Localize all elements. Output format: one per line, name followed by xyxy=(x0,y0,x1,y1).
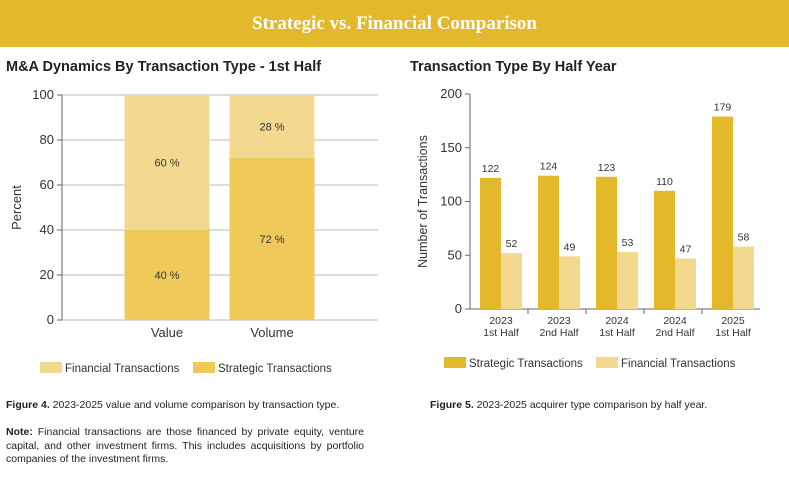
chart2-x-tick-label-half: 1st Half xyxy=(483,327,519,339)
chart2-bar-strategic xyxy=(712,116,733,309)
figure5-label: Figure 5. xyxy=(430,399,474,411)
chart2-legend-label-strategic: Strategic Transactions xyxy=(469,358,583,370)
chart2-data-label-financial: 53 xyxy=(622,237,634,249)
chart1-bar-financial xyxy=(229,95,315,158)
chart2-data-label-strategic: 122 xyxy=(482,163,500,175)
chart2-x-tick-label-year: 2025 xyxy=(721,315,745,327)
figure4-caption: Figure 4. 2023-2025 value and volume com… xyxy=(6,399,339,411)
chart2-data-label-financial: 58 xyxy=(738,232,750,244)
chart2-data-label-financial: 47 xyxy=(680,243,692,255)
chart2-title: Transaction Type By Half Year xyxy=(410,59,617,75)
chart1-data-label-financial: 28 % xyxy=(259,122,284,134)
chart2-y-tick-label: 150 xyxy=(440,140,462,155)
chart1-data-label-strategic: 72 % xyxy=(259,234,284,246)
chart2-data-label-strategic: 179 xyxy=(714,102,732,114)
chart1-bar-strategic xyxy=(229,158,315,320)
note-text: Financial transactions are those finance… xyxy=(6,426,364,465)
chart1-legend-label-strategic: Strategic Transactions xyxy=(218,363,332,375)
note-paragraph: Note: Financial transactions are those f… xyxy=(6,426,364,467)
figure4-label: Figure 4. xyxy=(6,399,50,411)
chart2-bar-financial xyxy=(617,252,638,309)
chart1-x-tick-label: Value xyxy=(151,325,183,340)
chart2-legend-label-financial: Financial Transactions xyxy=(621,358,736,370)
chart1-y-tick-label: 20 xyxy=(40,267,54,282)
chart2-legend-swatch-financial xyxy=(596,357,618,368)
chart2-bar-financial xyxy=(733,246,754,309)
chart2-data-label-strategic: 123 xyxy=(598,162,616,174)
chart2-x-tick-label-year: 2023 xyxy=(547,315,571,327)
chart1-y-tick-label: 80 xyxy=(40,132,54,147)
chart1-y-tick-label: 0 xyxy=(47,312,54,327)
chart2-bar-financial xyxy=(675,258,696,309)
chart1-legend-swatch-strategic xyxy=(193,362,215,373)
chart2-x-tick-label-half: 1st Half xyxy=(715,327,751,339)
chart1-legend-swatch-financial xyxy=(40,362,62,373)
chart2-y-tick-label: 0 xyxy=(455,301,462,316)
figure5-caption: Figure 5. 2023-2025 acquirer type compar… xyxy=(430,399,707,411)
chart2-legend-swatch-strategic xyxy=(444,357,466,368)
chart1-x-tick-label: Volume xyxy=(250,325,293,340)
chart1-y-tick-label: 40 xyxy=(40,222,54,237)
page-banner: Strategic vs. Financial Comparison xyxy=(0,0,789,47)
chart2-y-tick-label: 100 xyxy=(440,194,462,209)
chart2-data-label-financial: 49 xyxy=(564,241,576,253)
chart2-data-label-financial: 52 xyxy=(506,238,518,250)
chart1-legend-label-financial: Financial Transactions xyxy=(65,363,180,375)
chart2-x-tick-label-half: 2nd Half xyxy=(539,327,578,339)
chart2-bar-strategic xyxy=(480,177,501,309)
chart2-y-axis-label: Number of Transactions xyxy=(416,135,430,268)
chart2-x-tick-label-year: 2024 xyxy=(663,315,687,327)
chart2-y-tick-label: 200 xyxy=(440,86,462,101)
chart2-y-tick-label: 50 xyxy=(448,247,462,262)
chart1-title: M&A Dynamics By Transaction Type - 1st H… xyxy=(6,59,322,75)
chart1-bar-financial xyxy=(124,95,210,230)
chart2-bar-strategic xyxy=(596,176,617,309)
chart2-x-tick-label-year: 2023 xyxy=(489,315,513,327)
chart2-x-tick-label-half: 2nd Half xyxy=(655,327,694,339)
figure4-text: 2023-2025 value and volume comparison by… xyxy=(49,399,340,411)
chart2-x-tick-label-half: 1st Half xyxy=(599,327,635,339)
banner-title: Strategic vs. Financial Comparison xyxy=(252,13,537,34)
chart2-bar-financial xyxy=(559,256,580,309)
chart2-data-label-strategic: 124 xyxy=(540,161,558,173)
figure5-text: 2023-2025 acquirer type comparison by ha… xyxy=(473,399,708,411)
chart1-bar-strategic xyxy=(124,230,210,320)
note-label: Note: xyxy=(6,426,33,438)
chart2-bar-financial xyxy=(501,253,522,309)
chart2-data-label-strategic: 110 xyxy=(656,176,673,188)
chart1-y-tick-label: 60 xyxy=(40,177,54,192)
chart1-y-axis-label: Percent xyxy=(9,185,24,230)
chart1-data-label-strategic: 40 % xyxy=(154,270,179,282)
chart2-bar-strategic xyxy=(654,190,675,309)
chart1-y-tick-label: 100 xyxy=(32,87,54,102)
chart1-data-label-financial: 60 % xyxy=(154,158,179,170)
chart2-x-tick-label-year: 2024 xyxy=(605,315,629,327)
chart2-bar-strategic xyxy=(538,175,559,309)
